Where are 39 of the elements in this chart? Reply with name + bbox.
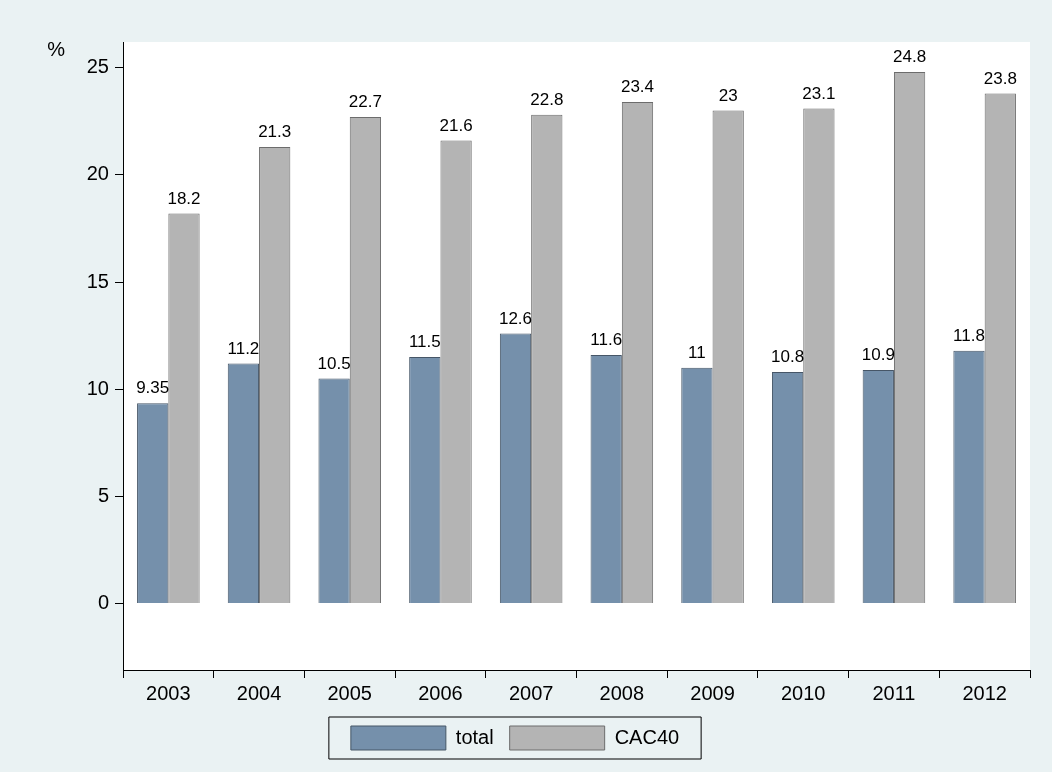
x-tick-label: 2006	[418, 681, 463, 704]
data-label: 10.8	[771, 347, 805, 367]
legend-label: CAC40	[614, 725, 680, 748]
data-label: 12.6	[498, 308, 533, 328]
data-label: 9.35	[136, 378, 170, 398]
data-label: 24.8	[893, 47, 927, 67]
y-tick-label: 10	[86, 376, 109, 399]
data-label: 18.2	[167, 188, 201, 208]
data-label: 11.8	[953, 325, 985, 345]
x-tick-label: 2004	[236, 681, 282, 704]
x-tick-label: 2007	[508, 681, 554, 704]
data-label: 11.5	[408, 332, 441, 352]
x-tick-label: 2008	[599, 681, 645, 704]
data-label: 11.2	[227, 338, 260, 358]
y-tick-label: 0	[97, 591, 109, 614]
data-label: 22.7	[348, 92, 382, 112]
data-label: 23.8	[983, 68, 1017, 88]
y-axis-title: %	[47, 37, 66, 60]
x-tick-label: 2003	[146, 681, 191, 704]
data-label: 22.8	[530, 90, 564, 110]
legend-label: total	[455, 725, 494, 748]
data-label: 21.6	[439, 115, 473, 135]
data-label: 11	[688, 342, 706, 362]
data-label: 21.3	[258, 122, 292, 142]
x-tick-label: 2009	[690, 681, 735, 704]
data-label: 10.5	[317, 353, 351, 373]
y-tick-label: 15	[86, 269, 109, 292]
x-tick-label: 2011	[872, 681, 916, 704]
data-label: 11.6	[590, 330, 623, 350]
data-label: 23	[718, 85, 738, 105]
y-tick-label: 5	[97, 483, 109, 506]
data-label: 10.9	[861, 345, 895, 365]
data-label: 23.4	[620, 77, 655, 97]
x-tick-label: 2010	[781, 681, 826, 704]
y-tick-label: 20	[86, 162, 109, 185]
y-tick-label: 25	[86, 55, 109, 78]
x-tick-label: 2005	[327, 681, 372, 704]
x-tick-label: 2012	[962, 681, 1007, 704]
data-label: 23.1	[802, 83, 836, 103]
